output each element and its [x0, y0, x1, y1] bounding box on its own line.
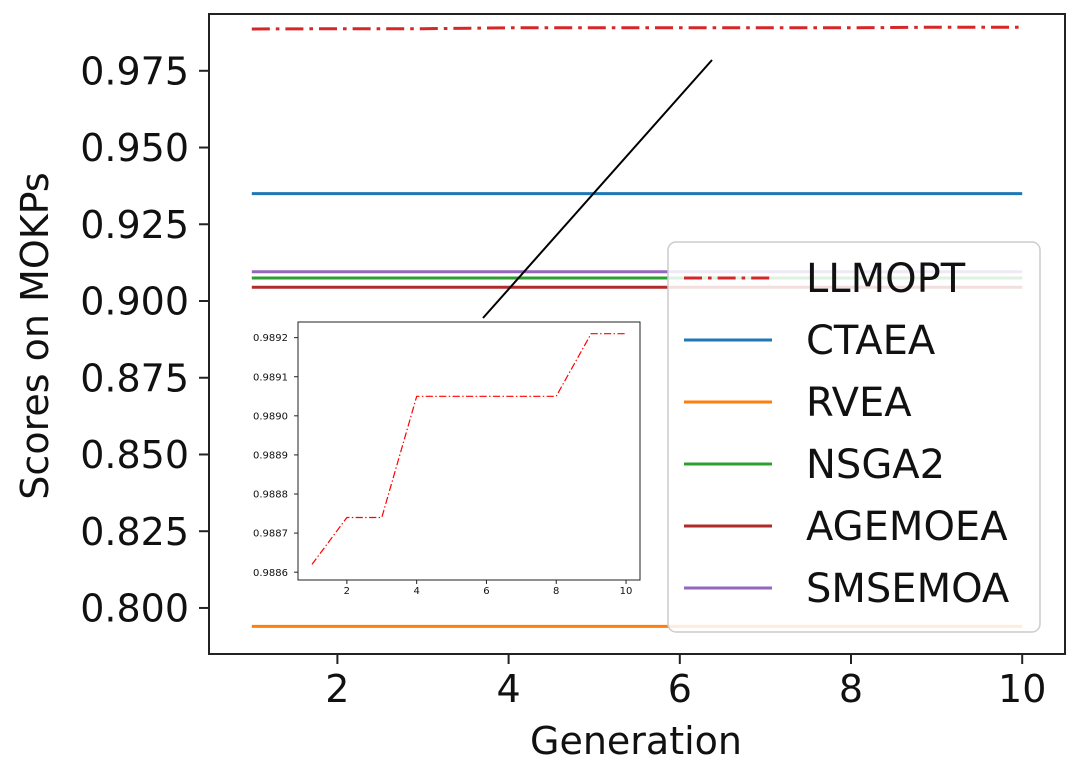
legend-label-llmopt: LLMOPT [806, 256, 966, 302]
inset-plot-frame [297, 321, 641, 581]
inset-chart: 2 4 6 8 10 0.9886 0.9887 0.9888 0.9889 0.9890 0.98… [253, 321, 641, 597]
inset-x-tick-label: 10 [620, 586, 633, 597]
main-y-tick-label: 0.825 [80, 510, 189, 554]
inset-y-tick-label: 0.9887 [253, 529, 288, 540]
main-x-tick-label: 2 [325, 667, 349, 711]
legend-label-rvea: RVEA [806, 380, 912, 426]
legend-label-ctaea: CTAEA [806, 318, 936, 364]
main-axes: 2 4 6 8 10 0.800 0.825 0.850 0.875 0.900 0.925 0.95… [80, 49, 1046, 711]
main-y-tick-label: 0.875 [80, 356, 189, 400]
inset-x-tick-label: 2 [344, 586, 350, 597]
inset-x-tick-label: 8 [553, 586, 559, 597]
legend-label-smsemoa: SMSEMOA [806, 566, 1010, 612]
main-series-line-llmopt [251, 25, 1023, 31]
inset-y-tick-label: 0.9890 [253, 411, 288, 422]
inset-y-tick-label: 0.9891 [253, 372, 288, 383]
zoom-connector-line [482, 59, 713, 319]
main-y-tick-label: 0.925 [80, 203, 189, 247]
main-x-tick-label: 4 [497, 667, 521, 711]
main-x-tick-label: 6 [668, 667, 692, 711]
main-y-tick-label: 0.950 [80, 126, 189, 170]
main-y-tick-label: 0.975 [80, 49, 189, 93]
y-axis-label: Scores on MOKPs [13, 172, 57, 499]
inset-y-tick-label: 0.9886 [253, 568, 288, 579]
inset-y-tick-label: 0.9889 [253, 451, 288, 462]
x-axis-label: Generation [530, 719, 742, 763]
inset-series-line-0 [311, 333, 626, 565]
inset-series-layer [311, 333, 626, 565]
legend-label-agemoea: AGEMOEA [806, 504, 1008, 550]
legend: LLMOPT CTAEA RVEA NSGA2 AGEMOEA SMSEMOA [667, 241, 1041, 633]
main-x-tick-label: 8 [839, 667, 863, 711]
main-y-tick-label: 0.850 [80, 433, 189, 477]
inset-x-tick-label: 4 [413, 586, 419, 597]
main-y-tick-label: 0.800 [80, 587, 189, 631]
legend-label-nsga2: NSGA2 [806, 442, 945, 488]
inset-y-tick-label: 0.9888 [253, 490, 288, 501]
inset-x-tick-label: 6 [483, 586, 489, 597]
inset-y-tick-label: 0.9892 [253, 333, 288, 344]
main-plot-frame [208, 13, 1066, 655]
inset-axes: 2 4 6 8 10 0.9886 0.9887 0.9888 0.9889 0.9890 0.98… [253, 333, 632, 597]
main-y-tick-label: 0.900 [80, 280, 189, 324]
main-x-tick-label: 10 [998, 667, 1046, 711]
